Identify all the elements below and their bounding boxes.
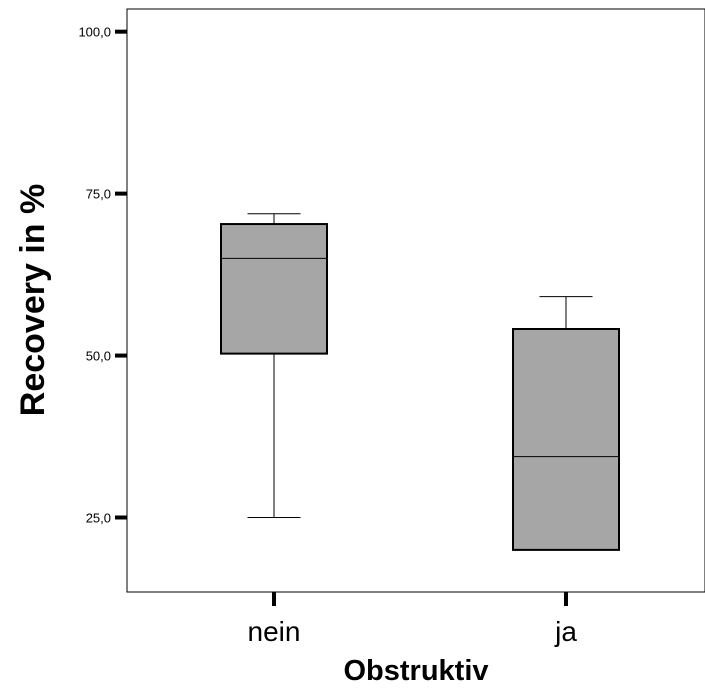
y-tick-label: 25,0 <box>86 511 111 526</box>
y-axis: 100,0 75,0 50,0 25,0 <box>78 25 127 526</box>
box-iqr <box>220 223 328 355</box>
y-tick-label: 50,0 <box>86 349 111 364</box>
y-axis-title: Recovery in % <box>14 184 52 416</box>
box-nein <box>220 213 328 519</box>
y-tick-label: 100,0 <box>78 25 111 40</box>
x-tick-label-nein: nein <box>248 616 301 647</box>
y-tick-label: 75,0 <box>86 187 111 202</box>
box-ja <box>512 296 620 551</box>
x-axis-title: Obstruktiv <box>343 655 488 687</box>
boxes-group <box>220 213 620 551</box>
x-axis: nein ja <box>248 592 577 647</box>
x-tick-label-ja: ja <box>554 616 577 647</box>
plot-frame <box>126 8 705 593</box>
box-iqr <box>512 328 620 551</box>
